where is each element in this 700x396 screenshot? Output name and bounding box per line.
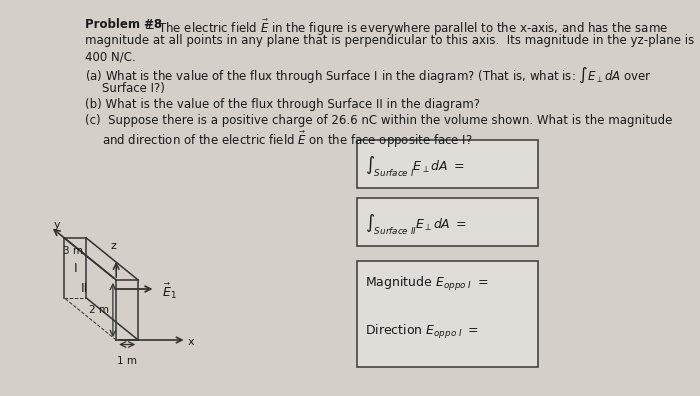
- Text: (b) What is the value of the flux through Surface II in the diagram?: (b) What is the value of the flux throug…: [85, 98, 480, 111]
- Bar: [357, 140, 538, 188]
- Text: 400 N/C.: 400 N/C.: [85, 50, 136, 63]
- Text: $-$ The electric field $\vec{E}$ in the figure is everywhere parallel to the x-a: $-$ The electric field $\vec{E}$ in the …: [141, 18, 668, 38]
- Text: magnitude at all points in any plane that is perpendicular to this axis.  Its ma: magnitude at all points in any plane tha…: [85, 34, 694, 47]
- Text: x: x: [188, 337, 195, 347]
- Text: 3 m: 3 m: [63, 246, 83, 256]
- Text: and direction of the electric field $\vec{E}$ on the face opposite face I?: and direction of the electric field $\ve…: [102, 130, 472, 150]
- Text: (c)  Suppose there is a positive charge of 26.6 nC within the volume shown. What: (c) Suppose there is a positive charge o…: [85, 114, 672, 127]
- Text: Direction $E_{oppo\ I}\ =$: Direction $E_{oppo\ I}\ =$: [365, 323, 479, 341]
- Text: Magnitude $E_{oppo\ I}\ =$: Magnitude $E_{oppo\ I}\ =$: [365, 275, 489, 293]
- Text: Problem #8: Problem #8: [85, 18, 162, 31]
- Text: 1 m: 1 m: [117, 356, 137, 367]
- Text: II: II: [80, 282, 88, 295]
- Text: Surface I?): Surface I?): [102, 82, 165, 95]
- Text: z: z: [111, 241, 117, 251]
- Text: $\int_{Surface\ II} E_{\perp}dA\ =$: $\int_{Surface\ II} E_{\perp}dA\ =$: [365, 212, 468, 237]
- Text: 2 m: 2 m: [89, 305, 108, 315]
- Text: (a) What is the value of the flux through Surface I in the diagram? (That is, wh: (a) What is the value of the flux throug…: [85, 66, 652, 85]
- Text: $\int_{Surface\ I} E_{\perp}dA\ =$: $\int_{Surface\ I} E_{\perp}dA\ =$: [365, 154, 465, 179]
- Bar: [357, 198, 538, 246]
- Text: y: y: [53, 220, 60, 230]
- Text: I: I: [74, 261, 77, 274]
- Bar: [357, 261, 538, 367]
- Text: $\vec{E}_1$: $\vec{E}_1$: [162, 281, 176, 301]
